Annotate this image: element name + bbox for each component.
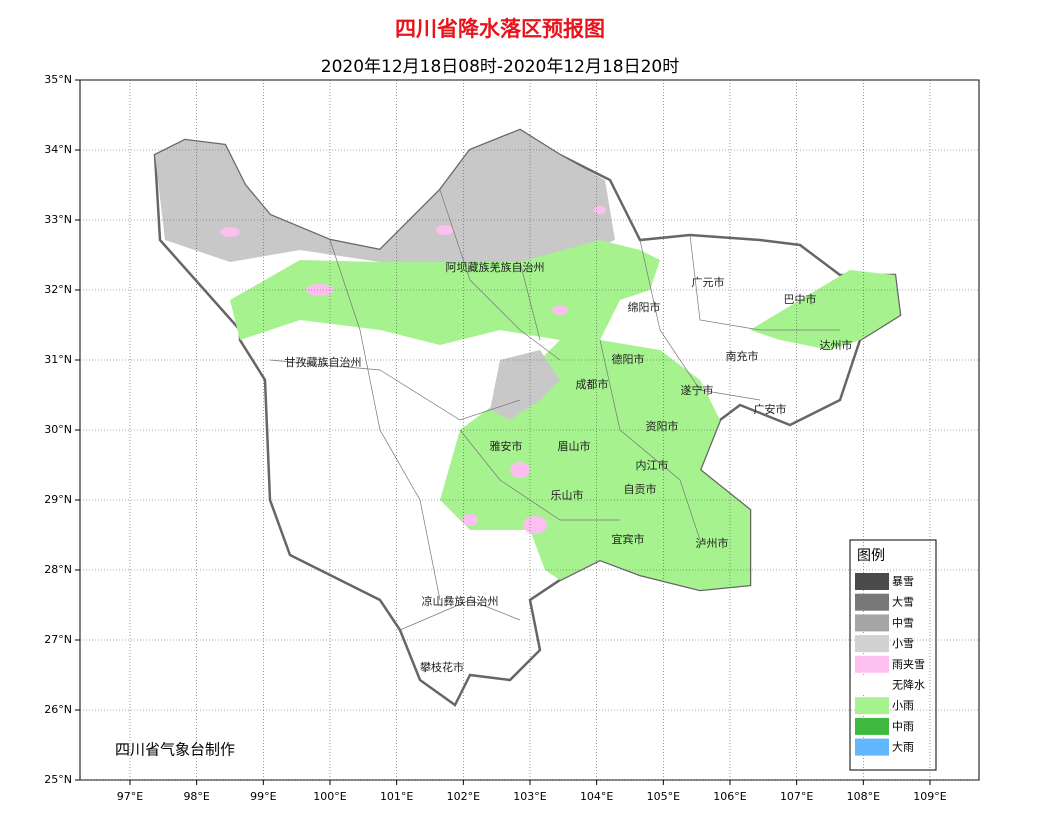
legend-swatch bbox=[855, 635, 889, 653]
y-tick-label: 25°N bbox=[44, 773, 72, 786]
y-tick-label: 30°N bbox=[44, 423, 72, 436]
region-label: 广安市 bbox=[754, 402, 787, 416]
x-tick-label: 97°E bbox=[117, 790, 143, 803]
region-label: 雅安市 bbox=[490, 439, 523, 453]
rain-area bbox=[230, 240, 750, 590]
y-tick-label: 34°N bbox=[44, 143, 72, 156]
snow-area bbox=[490, 350, 560, 420]
y-tick-label: 32°N bbox=[44, 283, 72, 296]
x-tick-label: 107°E bbox=[780, 790, 813, 803]
x-tick-label: 108°E bbox=[847, 790, 880, 803]
legend-swatch bbox=[855, 676, 889, 694]
legend-label: 大雨 bbox=[892, 740, 914, 754]
region-label: 自贡市 bbox=[624, 482, 657, 496]
legend-title: 图例 bbox=[857, 548, 885, 564]
rain-area bbox=[610, 250, 660, 300]
x-tick-label: 106°E bbox=[713, 790, 746, 803]
region-label: 阿坝藏族羌族自治州 bbox=[446, 260, 545, 274]
legend-swatch bbox=[855, 717, 889, 735]
region-label: 眉山市 bbox=[558, 439, 591, 453]
legend-label: 暴雪 bbox=[892, 575, 914, 588]
legend-label: 小雪 bbox=[892, 637, 914, 650]
x-tick-label: 101°E bbox=[380, 790, 413, 803]
legend-swatch bbox=[855, 593, 889, 611]
legend-swatch bbox=[855, 655, 889, 673]
region-label: 攀枝花市 bbox=[420, 660, 464, 674]
title: 四川省降水落区预报图 bbox=[395, 17, 605, 41]
region-label: 德阳市 bbox=[612, 352, 645, 366]
y-tick-label: 28°N bbox=[44, 563, 72, 576]
region-label: 南充市 bbox=[726, 349, 759, 363]
legend-swatch bbox=[855, 697, 889, 715]
region-label: 巴中市 bbox=[784, 292, 817, 306]
legend-label: 雨夹雪 bbox=[892, 658, 925, 671]
y-tick-label: 31°N bbox=[44, 353, 72, 366]
region-label: 乐山市 bbox=[551, 488, 584, 502]
region-label: 遂宁市 bbox=[681, 383, 714, 397]
snow-area bbox=[155, 130, 615, 262]
region-label: 绵阳市 bbox=[628, 300, 661, 314]
x-tick-label: 102°E bbox=[447, 790, 480, 803]
legend-swatch bbox=[855, 614, 889, 632]
region-label: 凉山彝族自治州 bbox=[422, 594, 499, 608]
y-tick-label: 35°N bbox=[44, 73, 72, 86]
y-tick-label: 27°N bbox=[44, 633, 72, 646]
x-tick-label: 109°E bbox=[913, 790, 946, 803]
region-label: 甘孜藏族自治州 bbox=[285, 355, 362, 369]
legend-label: 小雨 bbox=[892, 699, 914, 712]
x-tick-label: 100°E bbox=[313, 790, 346, 803]
region-label: 资阳市 bbox=[646, 419, 679, 433]
region-label: 达州市 bbox=[820, 338, 853, 352]
x-tick-label: 104°E bbox=[580, 790, 613, 803]
x-tick-label: 103°E bbox=[513, 790, 546, 803]
credit: 四川省气象台制作 bbox=[115, 741, 235, 759]
legend-label: 大雪 bbox=[892, 595, 914, 609]
legend-label: 无降水 bbox=[892, 678, 925, 692]
x-tick-label: 98°E bbox=[183, 790, 209, 803]
legend-swatch bbox=[855, 573, 889, 590]
region-label: 广元市 bbox=[692, 275, 725, 289]
region-label: 宜宾市 bbox=[612, 532, 645, 546]
x-tick-label: 105°E bbox=[647, 790, 680, 803]
legend-label: 中雪 bbox=[892, 616, 914, 629]
region-label: 泸州市 bbox=[696, 536, 729, 550]
legend-swatch bbox=[855, 738, 889, 756]
y-tick-label: 26°N bbox=[44, 703, 72, 716]
y-tick-label: 29°N bbox=[44, 493, 72, 506]
region-label: 成都市 bbox=[576, 377, 609, 391]
legend-label: 中雨 bbox=[892, 720, 914, 733]
subtitle: 2020年12月18日08时-2020年12月18日20时 bbox=[321, 57, 679, 77]
y-tick-label: 33°N bbox=[44, 213, 72, 226]
x-tick-label: 99°E bbox=[250, 790, 276, 803]
region-label: 内江市 bbox=[636, 458, 669, 472]
